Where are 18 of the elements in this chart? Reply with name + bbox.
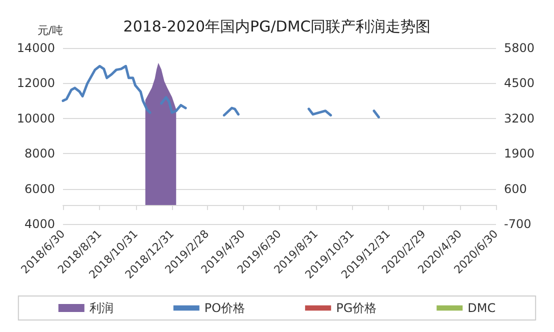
y2-tick-label: 5800: [504, 41, 535, 55]
chart-title: 2018-2020年国内PG/DMC同联产利润走势图: [123, 18, 431, 36]
legend-label: 利润: [89, 301, 114, 315]
legend-label: PO价格: [204, 301, 246, 315]
y-axis-title: 元/吨: [37, 24, 63, 37]
y-tick-label: 8000: [24, 146, 55, 161]
y2-tick-label: 1900: [504, 146, 535, 161]
legend-label: PG价格: [336, 301, 377, 315]
y-tick-label: 12000: [16, 76, 55, 90]
y-tick-label: 6000: [24, 182, 55, 196]
y-tick-label: 14000: [16, 41, 55, 55]
y-tick-label: 10000: [16, 111, 55, 126]
y2-tick-label: -700: [504, 217, 532, 231]
y2-tick-label: 600: [504, 182, 527, 196]
y2-tick-label: 4500: [504, 76, 535, 90]
y2-tick-label: 3200: [504, 111, 535, 126]
y-tick-label: 4000: [24, 217, 55, 231]
legend-label: DMC: [468, 301, 496, 315]
